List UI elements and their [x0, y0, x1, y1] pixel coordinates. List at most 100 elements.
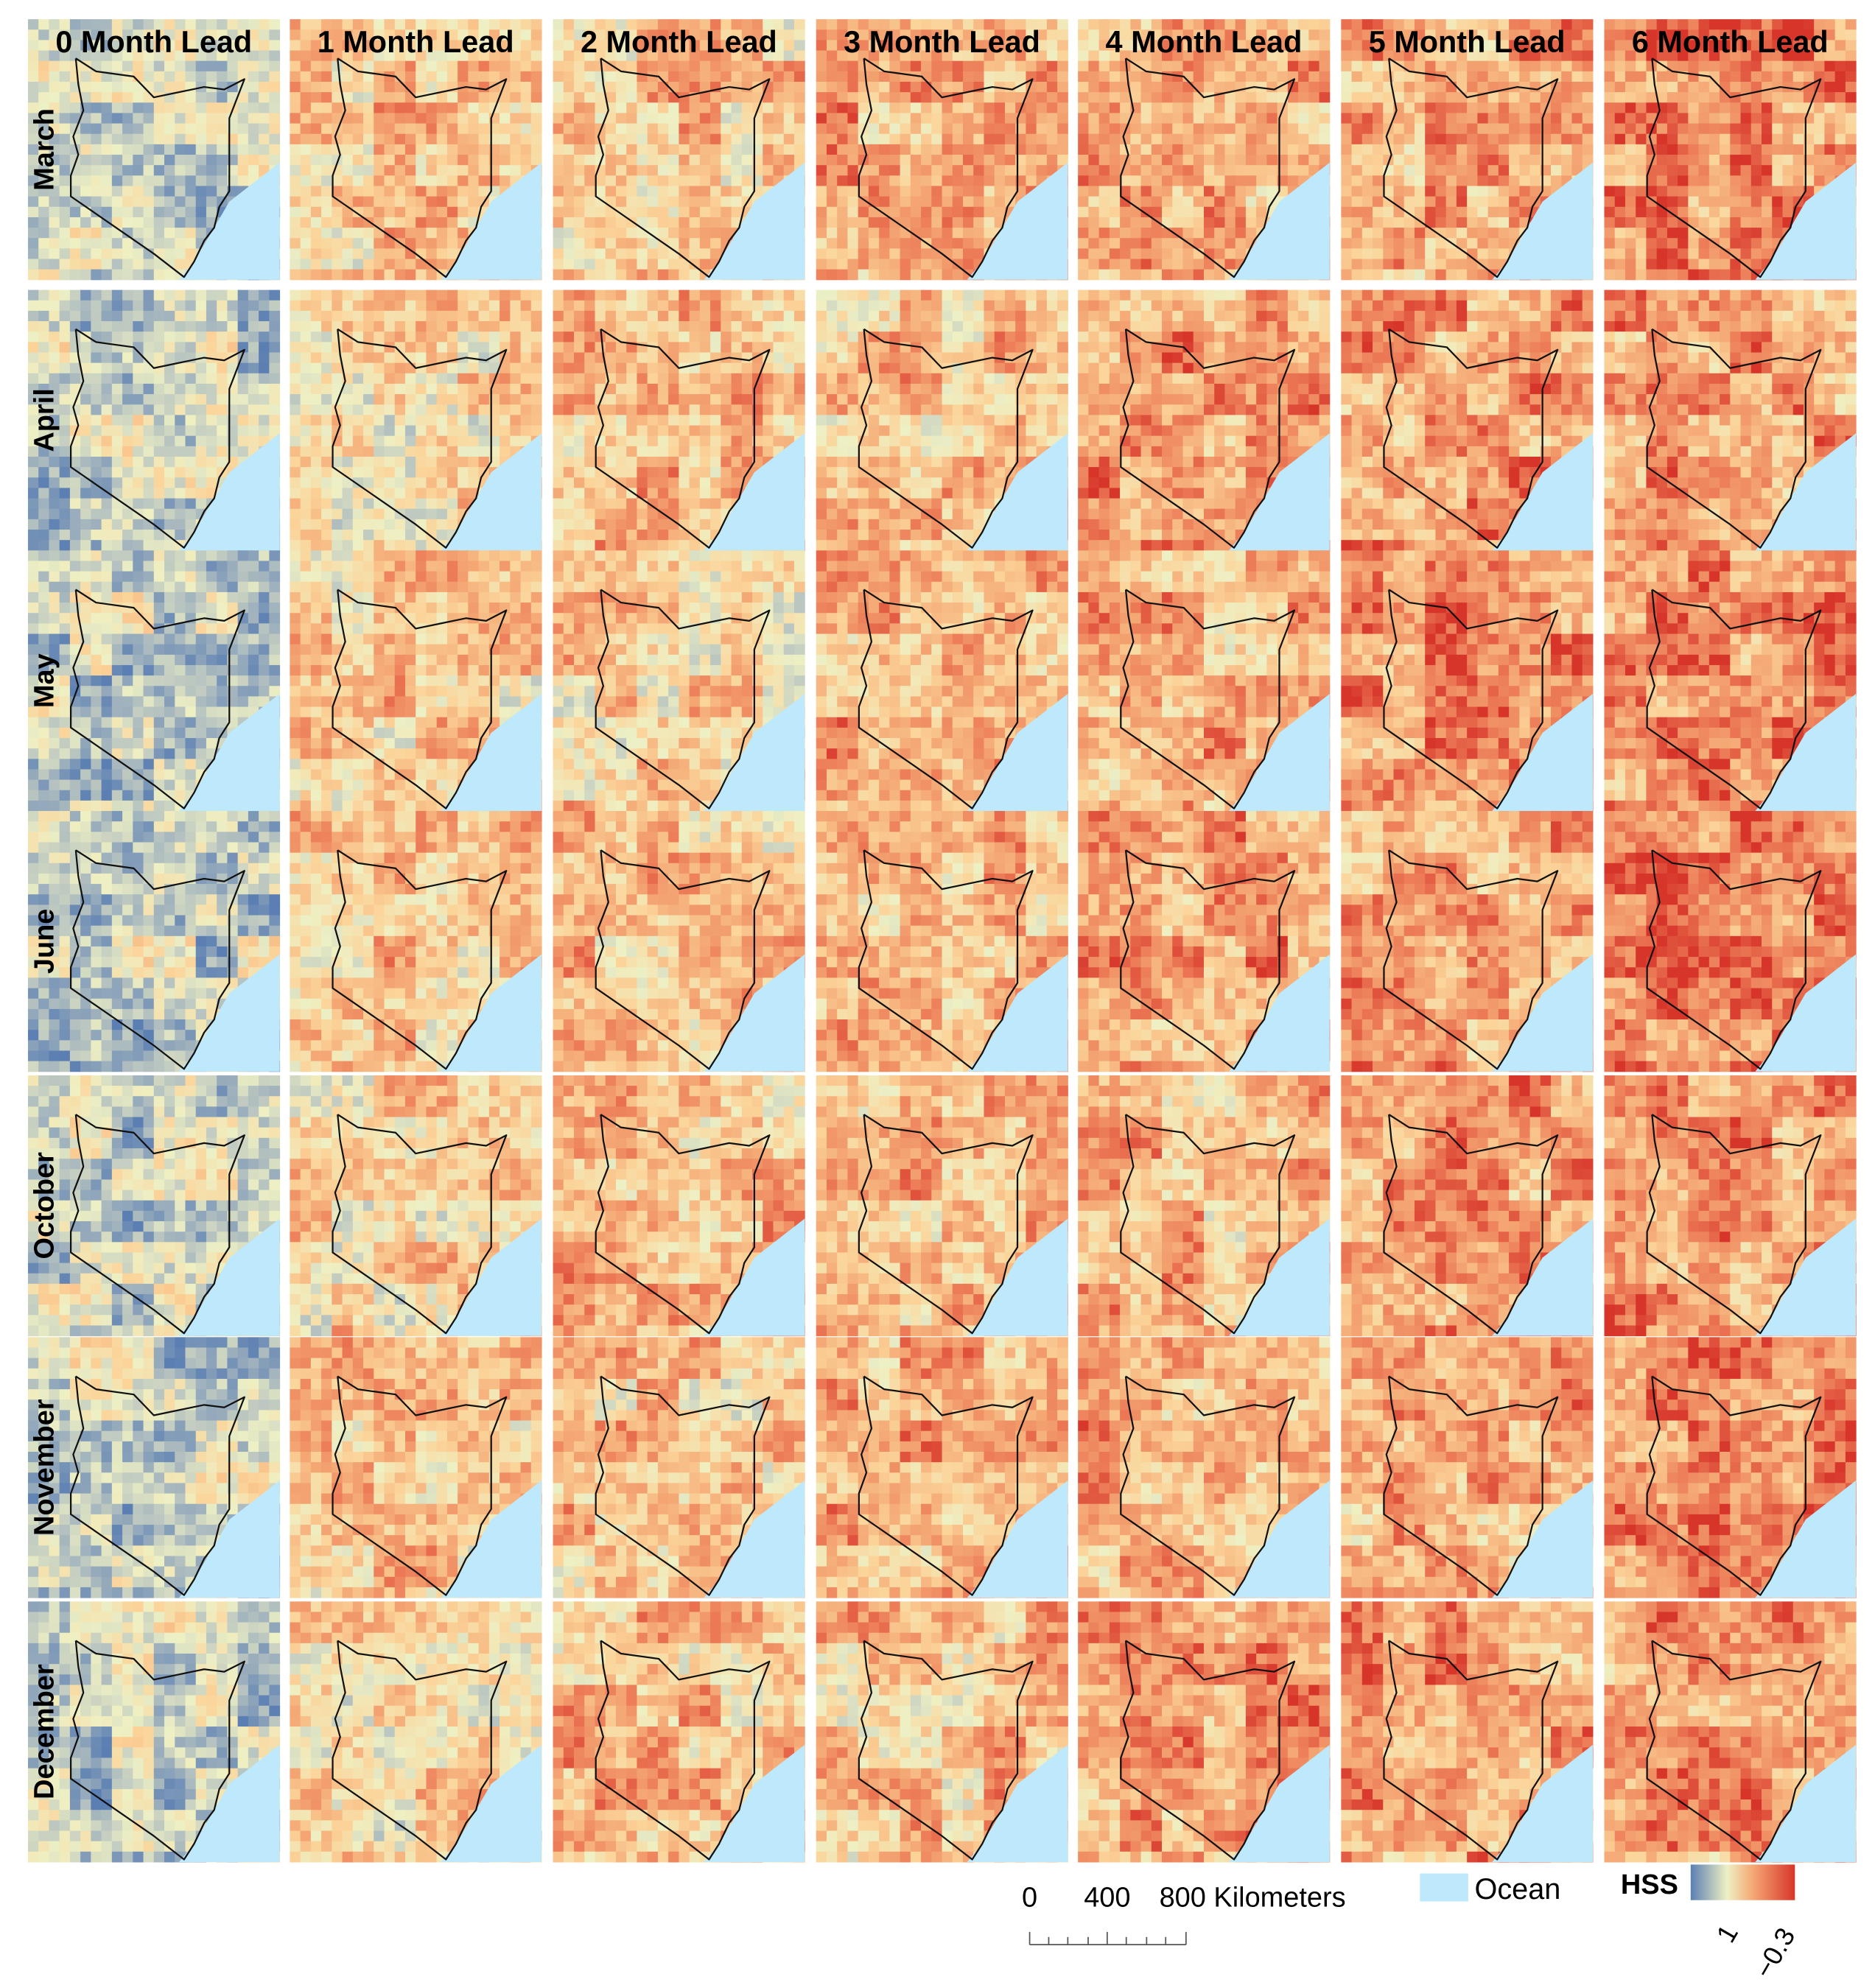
raster-cell [984, 155, 995, 166]
raster-cell [1057, 133, 1068, 145]
raster-cell [1057, 81, 1068, 93]
raster-cell [436, 206, 448, 218]
raster-cell [38, 467, 49, 478]
raster-cell [217, 155, 228, 166]
raster-cell [394, 123, 406, 135]
raster-cell [59, 519, 71, 530]
raster-cell [868, 165, 880, 176]
raster-cell [584, 196, 596, 208]
raster-cell [1604, 175, 1616, 186]
raster-cell [574, 133, 585, 145]
raster-cell [478, 102, 490, 113]
raster-cell [1036, 71, 1048, 82]
raster-cell [1688, 259, 1700, 270]
raster-cell [858, 248, 869, 260]
raster-cell [122, 310, 133, 322]
raster-cell [1540, 71, 1552, 82]
raster-cell [963, 248, 974, 260]
raster-cell [1046, 81, 1058, 93]
raster-cell [1224, 144, 1236, 155]
raster-cell [837, 71, 848, 82]
raster-cell [1604, 238, 1616, 249]
raster-cell [352, 248, 364, 260]
raster-cell [1509, 175, 1520, 186]
raster-cell [1425, 102, 1436, 113]
raster-cell [1162, 165, 1173, 176]
raster-cell [1477, 196, 1489, 208]
raster-cell [1604, 144, 1616, 155]
raster-cell [1214, 186, 1225, 197]
raster-cell [458, 228, 469, 239]
raster-cell [1130, 155, 1142, 166]
raster-cell [510, 310, 522, 322]
raster-cell [195, 425, 207, 437]
raster-cell [290, 228, 301, 239]
raster-cell [868, 228, 880, 239]
raster-cell [374, 133, 385, 145]
raster-cell [879, 92, 890, 103]
raster-cell [468, 19, 480, 30]
raster-cell [1720, 144, 1731, 155]
raster-cell [963, 196, 974, 208]
raster-cell [1551, 175, 1562, 186]
raster-cell [1834, 113, 1846, 124]
raster-cell [38, 133, 49, 145]
raster-cell [101, 92, 113, 103]
raster-cell [38, 144, 49, 155]
raster-cell [1582, 102, 1594, 113]
raster-cell [27, 269, 39, 281]
raster-cell [553, 81, 564, 93]
raster-cell [332, 60, 343, 72]
raster-cell [259, 331, 270, 343]
raster-cell [153, 196, 165, 208]
raster-cell [1403, 217, 1415, 228]
raster-cell [122, 477, 133, 488]
raster-cell [404, 19, 416, 30]
raster-cell [510, 40, 522, 52]
raster-cell [259, 144, 270, 155]
raster-cell [164, 113, 175, 124]
raster-cell [143, 19, 155, 30]
raster-cell [363, 123, 374, 135]
raster-cell [1720, 71, 1731, 82]
raster-cell [1762, 71, 1773, 82]
raster-cell [1698, 60, 1710, 72]
raster-cell [153, 415, 165, 426]
raster-cell [69, 477, 81, 488]
raster-cell [436, 196, 448, 208]
raster-cell [332, 269, 343, 281]
raster-cell [1414, 92, 1426, 103]
raster-cell [921, 186, 932, 197]
raster-cell [69, 186, 81, 197]
raster-cell [1351, 206, 1363, 218]
raster-cell [868, 123, 880, 135]
raster-cell [164, 310, 175, 322]
raster-cell [27, 530, 39, 541]
raster-cell [1046, 29, 1058, 41]
raster-cell [374, 113, 385, 124]
raster-cell [1487, 123, 1499, 135]
raster-cell [143, 60, 155, 72]
raster-cell [59, 331, 71, 343]
raster-cell [1698, 206, 1710, 218]
raster-cell [38, 456, 49, 468]
raster-cell [1172, 102, 1184, 113]
raster-cell [910, 144, 922, 155]
raster-cell [363, 81, 374, 93]
raster-cell [1667, 71, 1678, 82]
raster-cell [1824, 81, 1836, 93]
raster-cell [27, 362, 39, 374]
raster-cell [404, 50, 416, 62]
raster-cell [921, 155, 932, 166]
raster-cell [1730, 133, 1742, 145]
raster-cell [342, 92, 354, 103]
raster-cell [1561, 102, 1573, 113]
raster-cell [1140, 259, 1152, 270]
raster-cell [446, 60, 458, 72]
raster-cell [1256, 165, 1267, 176]
raster-cell [1182, 92, 1194, 103]
raster-cell [363, 228, 374, 239]
raster-cell [310, 155, 322, 166]
raster-cell [689, 102, 701, 113]
raster-cell [1750, 133, 1762, 145]
